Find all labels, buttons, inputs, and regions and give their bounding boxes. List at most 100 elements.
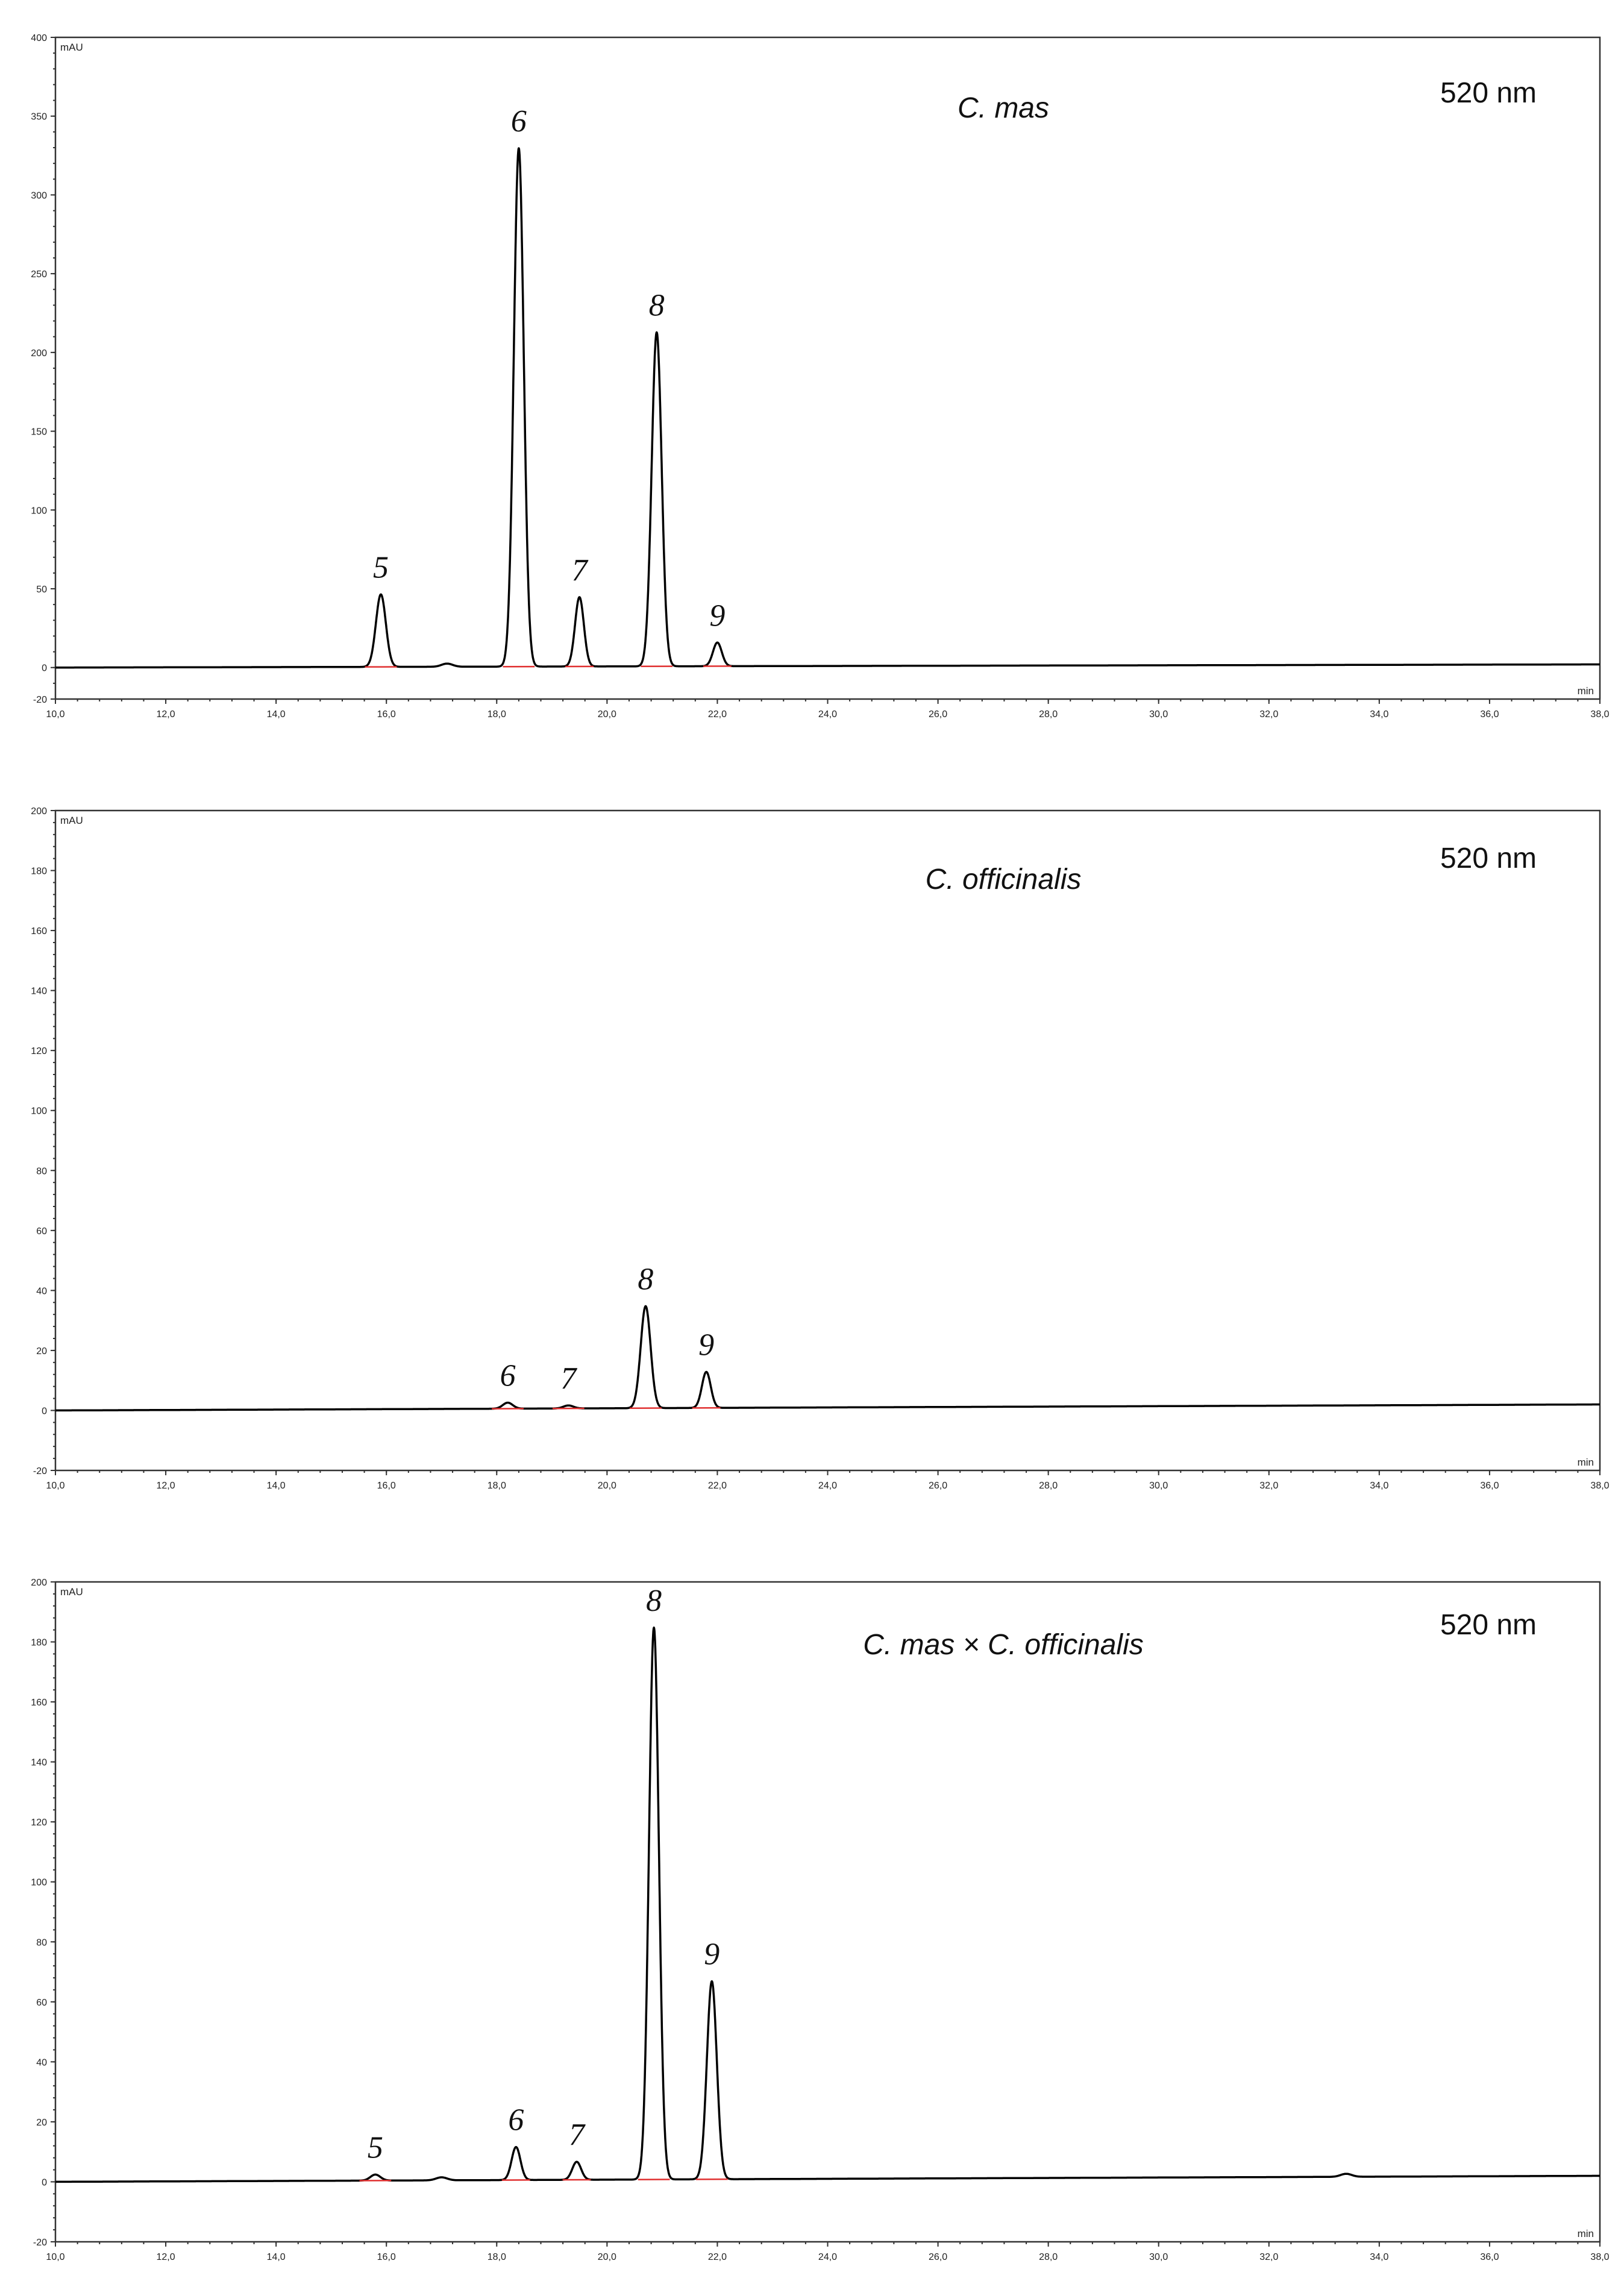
y-axis-unit: mAU [60, 815, 83, 826]
x-tick-label: 28,0 [1039, 709, 1058, 720]
x-tick-label: 16,0 [377, 2252, 396, 2262]
peak-label: 7 [560, 1361, 577, 1396]
peak-label: 7 [572, 553, 589, 588]
y-tick-label: 20 [36, 1346, 47, 1357]
peak-label: 9 [709, 598, 725, 633]
y-tick-label: 50 [36, 585, 47, 595]
y-tick-label: -20 [33, 1466, 47, 1476]
x-tick-label: 30,0 [1149, 1481, 1168, 1491]
peak-label: 8 [646, 1584, 662, 1618]
wavelength-label: 520 nm [1440, 77, 1537, 109]
y-tick-label: 180 [31, 1638, 47, 1648]
y-tick-label: 160 [31, 1698, 47, 1708]
y-tick-label: 60 [36, 1998, 47, 2008]
x-tick-label: 10,0 [46, 2252, 64, 2262]
x-tick-label: 30,0 [1149, 2252, 1168, 2262]
x-tick-label: 32,0 [1259, 2252, 1278, 2262]
y-tick-label: 250 [31, 269, 47, 280]
x-tick-label: 10,0 [46, 1481, 64, 1491]
y-tick-label: 300 [31, 190, 47, 201]
x-tick-label: 26,0 [929, 2252, 947, 2262]
x-tick-label: 14,0 [267, 2252, 286, 2262]
y-tick-label: 0 [42, 2177, 47, 2188]
x-tick-label: 32,0 [1259, 1481, 1278, 1491]
x-tick-label: 12,0 [157, 709, 175, 720]
x-tick-label: 22,0 [708, 1481, 727, 1491]
y-tick-label: 120 [31, 1046, 47, 1056]
x-tick-label: 26,0 [929, 1481, 947, 1491]
chromatogram-panel-1: -20 0 50 100 150 200 250 300 350 400 10,0 12,0 14,0 1… [31, 33, 1609, 720]
chromatogram-trace [54, 1627, 1601, 2183]
x-tick-label: 36,0 [1480, 2252, 1499, 2262]
peak-label: 6 [500, 1359, 516, 1393]
y-tick-label: -20 [33, 2238, 47, 2248]
y-tick-label: 100 [31, 506, 47, 516]
wavelength-label: 520 nm [1440, 842, 1537, 874]
x-tick-label: 36,0 [1480, 709, 1499, 720]
x-tick-label: 20,0 [598, 709, 616, 720]
x-axis-unit: min [1578, 2228, 1594, 2239]
peak-label: 9 [698, 1328, 714, 1363]
y-tick-label: 200 [31, 348, 47, 359]
peak-label: 6 [511, 104, 527, 139]
x-tick-label: 24,0 [818, 1481, 837, 1491]
plot-frame [54, 1581, 1601, 2243]
x-tick-label: 18,0 [488, 1481, 506, 1491]
y-tick-label: 140 [31, 1758, 47, 1768]
sample-name: C. mas [958, 92, 1049, 124]
x-tick-label: 28,0 [1039, 2252, 1058, 2262]
peak-label: 8 [638, 1262, 653, 1296]
wavelength-label: 520 nm [1440, 1609, 1537, 1641]
y-tick-label: 0 [42, 1406, 47, 1416]
y-tick-label: 40 [36, 2057, 47, 2068]
peak-label: 8 [649, 288, 665, 322]
x-tick-label: 38,0 [1590, 2252, 1609, 2262]
x-tick-label: 32,0 [1259, 709, 1278, 720]
peak-label: 7 [569, 2118, 586, 2152]
y-tick-label: 200 [31, 1578, 47, 1588]
x-tick-label: 22,0 [708, 709, 727, 720]
peak-label: 9 [704, 1937, 720, 1972]
y-tick-label: 350 [31, 112, 47, 122]
peak-label: 6 [508, 2103, 524, 2138]
x-tick-label: 18,0 [488, 2252, 506, 2262]
y-tick-label: 400 [31, 33, 47, 43]
y-tick-label: 0 [42, 664, 47, 674]
x-tick-label: 34,0 [1370, 709, 1388, 720]
x-tick-label: 26,0 [929, 709, 947, 720]
sample-name: C. officinalis [926, 864, 1082, 896]
x-tick-label: 12,0 [157, 2252, 175, 2262]
y-axis-unit: mAU [60, 1586, 83, 1598]
chromatogram-trace [54, 1305, 1601, 1412]
y-tick-label: 200 [31, 806, 47, 817]
x-tick-label: 12,0 [157, 1481, 175, 1491]
y-tick-label: 80 [36, 1166, 47, 1176]
chromatogram-panel-2: -20 0 20 40 60 80 100 120 140 160 180 200 10,0 12,0 14… [31, 806, 1609, 1491]
y-tick-label: 160 [31, 926, 47, 936]
x-axis-unit: min [1578, 1457, 1594, 1468]
x-tick-label: 22,0 [708, 2252, 727, 2262]
y-tick-label: 40 [36, 1286, 47, 1296]
y-tick-label: 120 [31, 1818, 47, 1828]
y-tick-label: 60 [36, 1226, 47, 1237]
x-tick-label: 36,0 [1480, 1481, 1499, 1491]
x-tick-label: 24,0 [818, 709, 837, 720]
x-tick-label: 24,0 [818, 2252, 837, 2262]
x-tick-label: 20,0 [598, 2252, 616, 2262]
chromatogram-trace [54, 147, 1601, 669]
x-tick-label: 28,0 [1039, 1481, 1058, 1491]
y-tick-label: -20 [33, 695, 47, 705]
y-tick-label: 20 [36, 2118, 47, 2128]
x-tick-label: 38,0 [1590, 1481, 1609, 1491]
x-tick-label: 16,0 [377, 1481, 396, 1491]
plot-frame [54, 809, 1601, 1472]
sample-name: C. mas × C. officinalis [863, 1629, 1143, 1661]
y-tick-label: 100 [31, 1878, 47, 1888]
x-tick-label: 38,0 [1590, 709, 1609, 720]
y-tick-label: 80 [36, 1937, 47, 1948]
x-tick-label: 14,0 [267, 709, 286, 720]
x-tick-label: 20,0 [598, 1481, 616, 1491]
x-tick-label: 18,0 [488, 709, 506, 720]
peak-label: 5 [368, 2130, 383, 2165]
